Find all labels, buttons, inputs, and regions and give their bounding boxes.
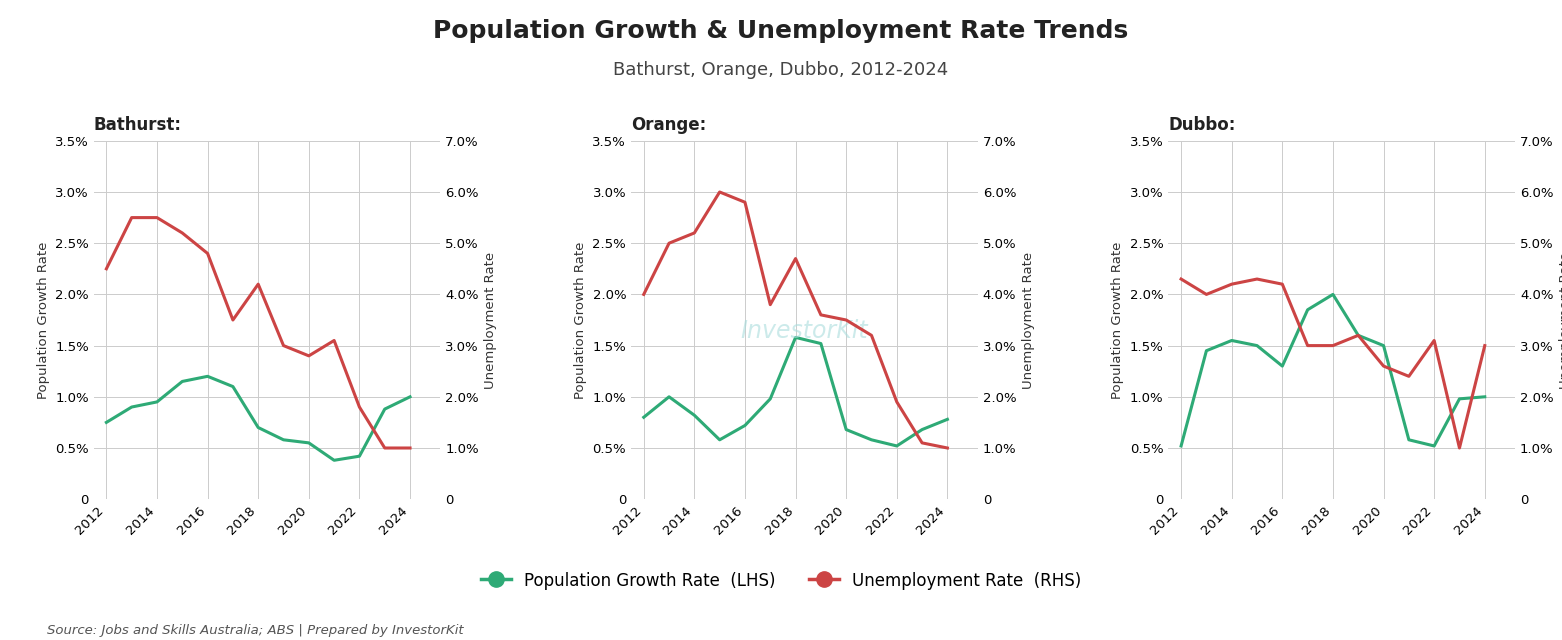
- Text: Population Growth & Unemployment Rate Trends: Population Growth & Unemployment Rate Tr…: [433, 19, 1129, 44]
- Text: InvestorKit: InvestorKit: [740, 319, 868, 343]
- Legend: Population Growth Rate  (LHS), Unemployment Rate  (RHS): Population Growth Rate (LHS), Unemployme…: [473, 565, 1089, 596]
- Text: Bathurst, Orange, Dubbo, 2012-2024: Bathurst, Orange, Dubbo, 2012-2024: [614, 61, 948, 79]
- Y-axis label: Population Growth Rate: Population Growth Rate: [1111, 241, 1125, 399]
- Y-axis label: Unemployment Rate: Unemployment Rate: [1022, 252, 1034, 388]
- Text: Bathurst:: Bathurst:: [94, 116, 181, 134]
- Y-axis label: Population Growth Rate: Population Growth Rate: [36, 241, 50, 399]
- Y-axis label: Population Growth Rate: Population Growth Rate: [573, 241, 587, 399]
- Y-axis label: Unemployment Rate: Unemployment Rate: [1559, 252, 1562, 388]
- Y-axis label: Unemployment Rate: Unemployment Rate: [484, 252, 497, 388]
- Text: Orange:: Orange:: [631, 116, 706, 134]
- Text: Dubbo:: Dubbo:: [1168, 116, 1236, 134]
- Text: Source: Jobs and Skills Australia; ABS | Prepared by InvestorKit: Source: Jobs and Skills Australia; ABS |…: [47, 624, 464, 637]
